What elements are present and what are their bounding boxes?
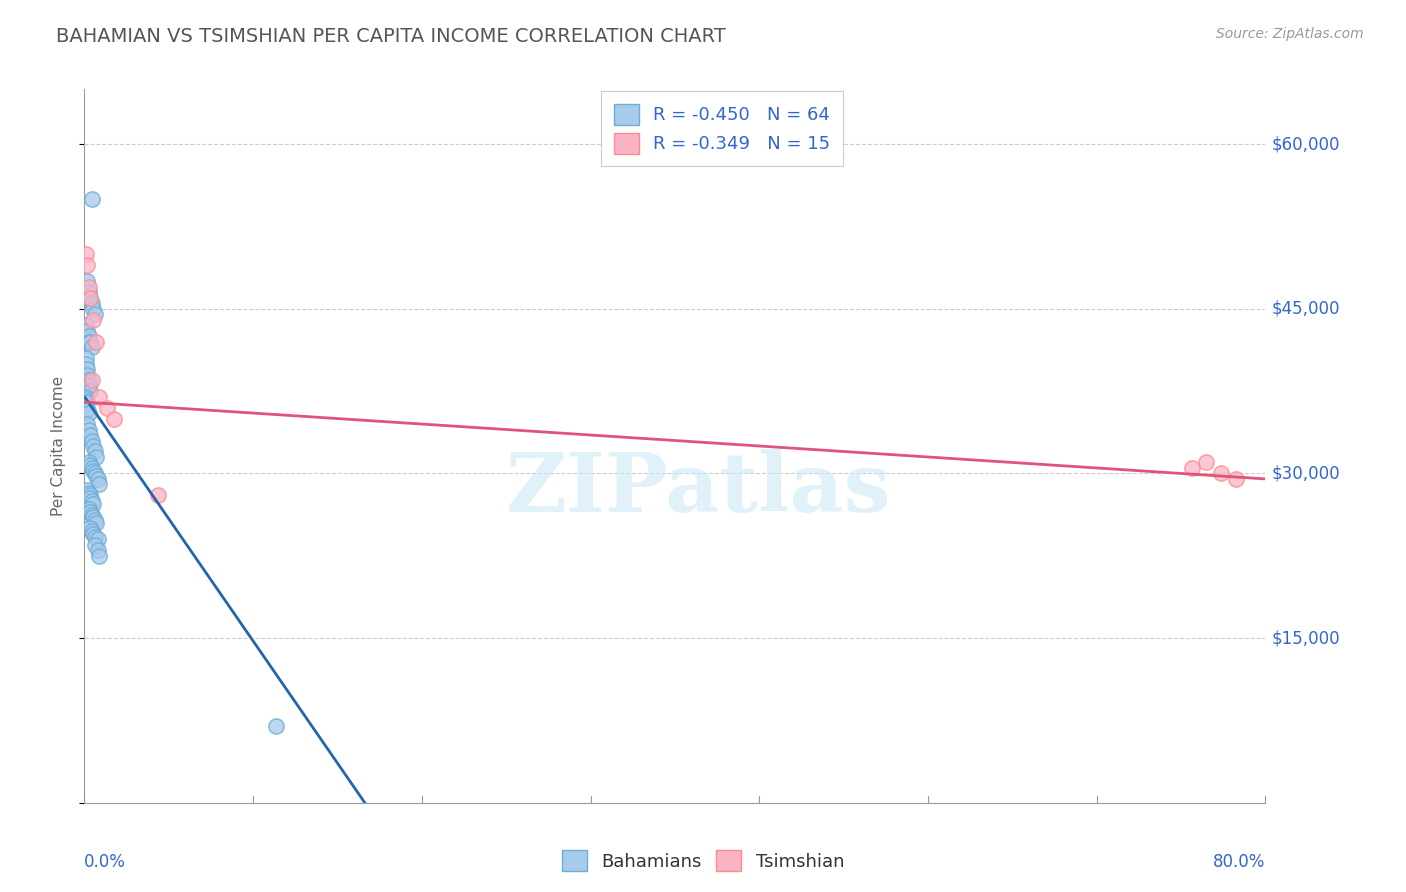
Text: 80.0%: 80.0%: [1213, 853, 1265, 871]
Point: [80, 434, 103, 448]
Point: [80, 508, 103, 523]
Point: [1209, 467, 1232, 481]
Point: [83, 512, 105, 526]
Point: [84, 516, 107, 530]
Point: [75, 390, 97, 404]
Point: [83, 467, 105, 481]
Point: [79, 521, 101, 535]
Point: [77, 486, 100, 500]
Point: [79, 334, 101, 349]
Point: [77, 423, 100, 437]
Point: [75, 395, 97, 409]
Point: [76, 395, 98, 409]
Point: [79, 491, 101, 505]
Point: [79, 291, 101, 305]
Point: [77, 285, 100, 300]
Point: [264, 719, 288, 733]
Text: Source: ZipAtlas.com: Source: ZipAtlas.com: [1216, 27, 1364, 41]
Point: [79, 505, 101, 519]
Point: [77, 378, 100, 392]
Point: [77, 455, 100, 469]
Point: [80, 296, 103, 310]
Point: [82, 526, 104, 541]
Point: [77, 373, 100, 387]
Point: [87, 390, 111, 404]
Point: [77, 378, 100, 392]
Point: [80, 373, 103, 387]
Point: [83, 307, 105, 321]
Point: [79, 488, 101, 502]
Text: $45,000: $45,000: [1271, 300, 1340, 318]
Point: [77, 406, 100, 420]
Point: [75, 357, 97, 371]
Point: [80, 461, 103, 475]
Point: [82, 510, 104, 524]
Point: [80, 494, 103, 508]
Point: [103, 411, 125, 425]
Point: [79, 384, 101, 398]
Point: [82, 464, 104, 478]
Point: [76, 402, 98, 417]
Point: [79, 428, 101, 442]
Point: [86, 533, 108, 547]
Point: [83, 530, 105, 544]
Point: [79, 291, 101, 305]
Point: [84, 450, 107, 464]
Text: 0.0%: 0.0%: [84, 853, 127, 871]
Point: [1225, 472, 1247, 486]
Legend: R = -0.450   N = 64, R = -0.349   N = 15: R = -0.450 N = 64, R = -0.349 N = 15: [600, 91, 844, 166]
Point: [82, 439, 104, 453]
Point: [82, 301, 104, 316]
Point: [75, 351, 97, 366]
Point: [84, 334, 107, 349]
Point: [1195, 455, 1218, 469]
Point: [77, 329, 100, 343]
Point: [80, 524, 103, 538]
Point: [1180, 461, 1202, 475]
Y-axis label: Per Capita Income: Per Capita Income: [51, 376, 66, 516]
Point: [76, 362, 98, 376]
Point: [96, 401, 118, 415]
Point: [82, 497, 104, 511]
Point: [77, 334, 100, 349]
Point: [80, 192, 103, 206]
Point: [76, 258, 98, 272]
Point: [75, 392, 97, 406]
Point: [148, 488, 170, 502]
Point: [76, 274, 98, 288]
Point: [86, 543, 108, 558]
Point: [75, 247, 97, 261]
Point: [76, 483, 98, 497]
Point: [83, 538, 105, 552]
Point: [87, 477, 111, 491]
Point: [76, 368, 98, 382]
Point: [84, 468, 107, 483]
Text: $15,000: $15,000: [1271, 629, 1340, 647]
Point: [80, 340, 103, 354]
Text: BAHAMIAN VS TSIMSHIAN PER CAPITA INCOME CORRELATION CHART: BAHAMIAN VS TSIMSHIAN PER CAPITA INCOME …: [56, 27, 725, 45]
Point: [76, 401, 98, 415]
Point: [87, 549, 111, 563]
Text: $30,000: $30,000: [1271, 465, 1340, 483]
Point: [76, 417, 98, 431]
Point: [77, 280, 100, 294]
Point: [76, 324, 98, 338]
Point: [86, 472, 108, 486]
Point: [77, 501, 100, 516]
Point: [79, 458, 101, 472]
Text: ZIPatlas: ZIPatlas: [506, 449, 891, 529]
Point: [82, 312, 104, 326]
Text: $60,000: $60,000: [1271, 135, 1340, 153]
Point: [75, 318, 97, 333]
Legend: Bahamians, Tsimshian: Bahamians, Tsimshian: [554, 843, 852, 879]
Point: [83, 444, 105, 458]
